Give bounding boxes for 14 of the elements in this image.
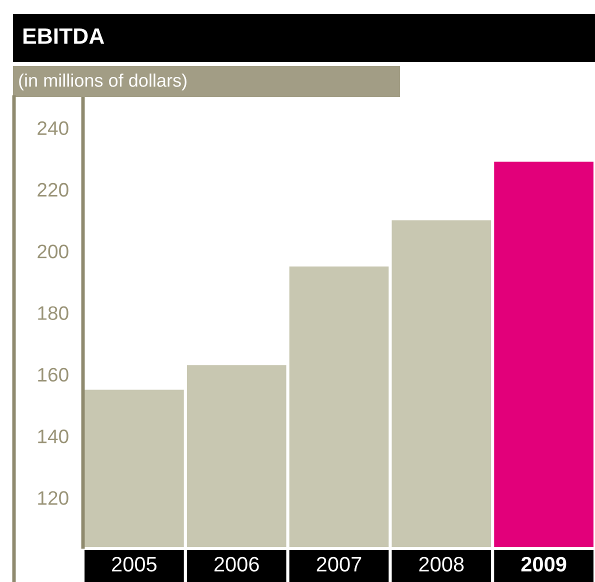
x-tick-label: 2005 bbox=[112, 556, 156, 572]
y-tick-label: 140 bbox=[38, 430, 68, 444]
y-tick-label: 240 bbox=[38, 121, 68, 136]
y-tick-label: 120 bbox=[38, 491, 68, 505]
x-tick-label: 2007 bbox=[316, 556, 362, 572]
y-tick-label: 160 bbox=[38, 368, 68, 382]
x-tick-label: 2009 bbox=[521, 556, 566, 572]
chart-subtitle: (in millions of dollars) bbox=[19, 74, 186, 90]
chart-title: EBITDA bbox=[23, 28, 104, 44]
y-tick-label: 220 bbox=[38, 182, 68, 197]
y-tick-label: 180 bbox=[38, 306, 68, 320]
x-tick-label: 2006 bbox=[214, 556, 259, 572]
x-tick-label: 2008 bbox=[419, 556, 464, 572]
y-tick-label: 200 bbox=[38, 244, 68, 258]
